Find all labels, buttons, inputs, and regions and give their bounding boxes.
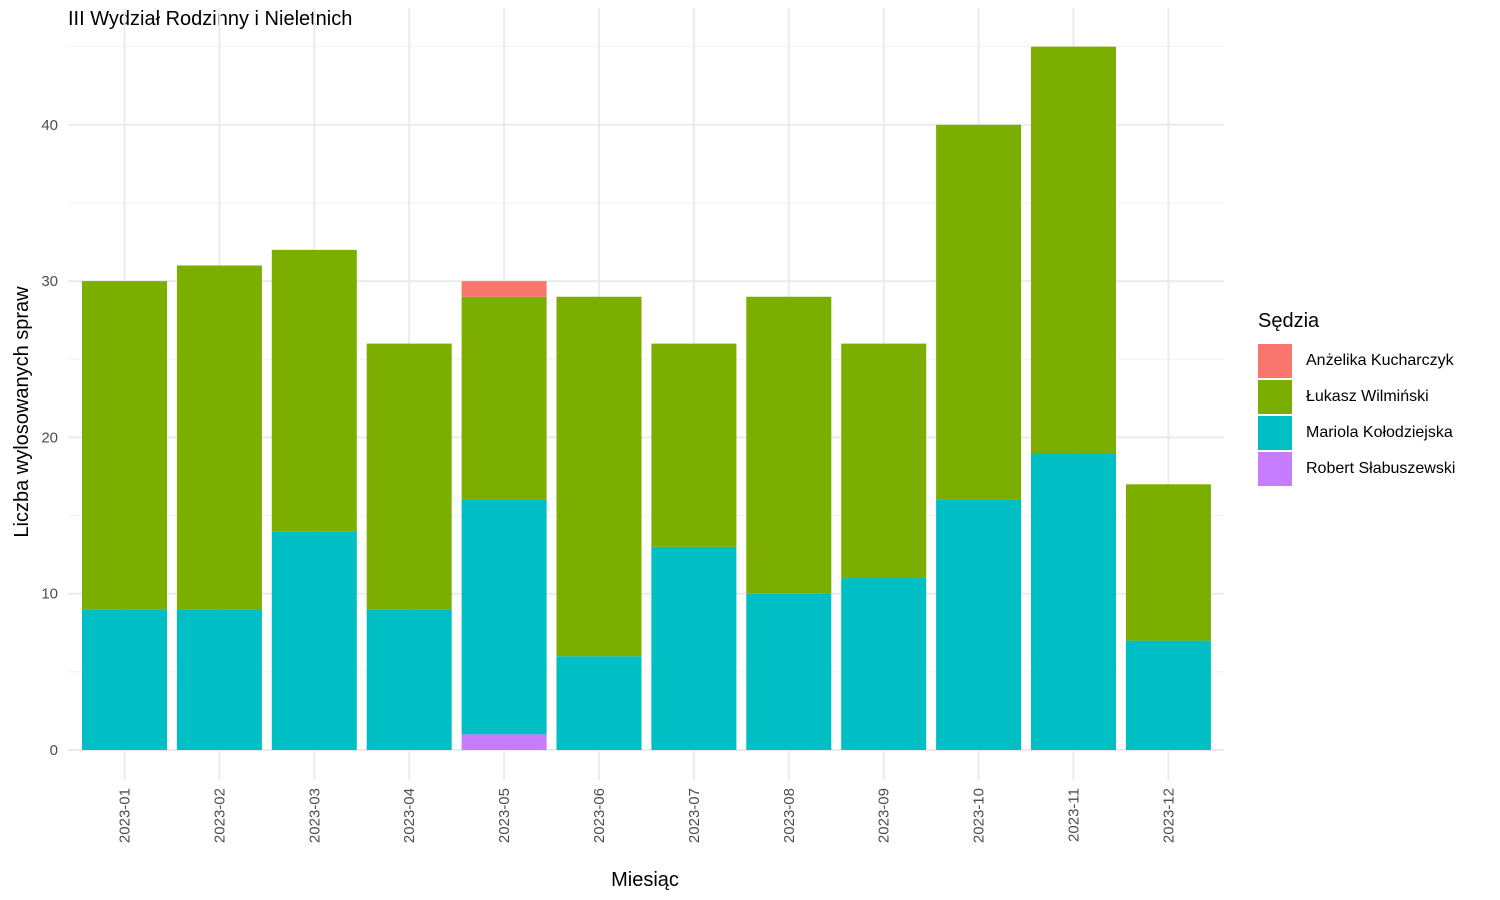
bar-segment bbox=[461, 281, 547, 297]
x-tick-label: 2023-12 bbox=[1160, 788, 1177, 843]
bar-segment bbox=[746, 296, 832, 594]
bar-segment bbox=[271, 249, 357, 532]
y-tick-label: 0 bbox=[50, 742, 58, 759]
bar-segment bbox=[746, 593, 832, 750]
legend-item: Anżelika Kucharczyk bbox=[1258, 343, 1455, 379]
y-tick-label: 30 bbox=[41, 273, 58, 290]
bars bbox=[82, 46, 1211, 750]
x-axis-ticks: 2023-01 2023-02 2023-03 2023-04 2023-05 2023-… bbox=[117, 788, 1178, 843]
bar-segment bbox=[556, 296, 642, 657]
bar-segment bbox=[651, 546, 737, 750]
y-tick-label: 20 bbox=[41, 429, 58, 446]
bar-segment bbox=[461, 296, 547, 500]
x-tick-label: 2023-03 bbox=[306, 788, 323, 843]
legend-label: Robert Słabuszewski bbox=[1306, 460, 1456, 477]
x-tick-label: 2023-01 bbox=[117, 788, 134, 843]
bar-segment bbox=[936, 499, 1022, 750]
chart-title: III Wydział Rodzinny i Nieletnich bbox=[68, 8, 353, 30]
x-tick-label: 2023-10 bbox=[971, 788, 988, 843]
bar-segment bbox=[271, 531, 357, 750]
bar-segment bbox=[176, 265, 262, 610]
bar-segment bbox=[841, 578, 927, 750]
x-tick-label: 2023-09 bbox=[876, 788, 893, 843]
legend-item: Mariola Kołodziejska bbox=[1258, 415, 1455, 451]
x-axis-label: Miesiąc bbox=[611, 869, 679, 891]
legend-title: Sędzia bbox=[1258, 310, 1320, 332]
legend-label: Łukasz Wilmiński bbox=[1306, 388, 1429, 405]
x-tick-label: 2023-07 bbox=[686, 788, 703, 843]
y-axis-ticks: 0 10 20 30 40 bbox=[41, 117, 58, 759]
y-tick-label: 10 bbox=[41, 586, 58, 603]
bar-segment bbox=[1125, 640, 1211, 750]
legend-items: Anżelika Kucharczyk Łukasz Wilmiński Mario… bbox=[1258, 343, 1455, 487]
bar-segment bbox=[461, 499, 547, 735]
bar-segment bbox=[82, 609, 167, 750]
x-tick-label: 2023-05 bbox=[496, 788, 513, 843]
bar-segment bbox=[841, 343, 927, 579]
y-tick-label: 40 bbox=[41, 117, 58, 134]
legend-item: Łukasz Wilmiński bbox=[1258, 379, 1455, 415]
bar-segment bbox=[82, 281, 167, 610]
bar-segment bbox=[651, 343, 737, 547]
bar-segment bbox=[936, 124, 1022, 500]
legend-swatch bbox=[1258, 380, 1292, 414]
bar-segment bbox=[556, 656, 642, 750]
legend-label: Mariola Kołodziejska bbox=[1306, 424, 1453, 441]
legend-label: Anżelika Kucharczyk bbox=[1306, 352, 1454, 369]
legend: Sędzia Anżelika Kucharczyk Łukasz Wilmińs… bbox=[1258, 310, 1455, 487]
bar-segment bbox=[461, 734, 547, 750]
bar-segment bbox=[1031, 46, 1116, 454]
y-axis-label: Liczba wylosowanych spraw bbox=[11, 286, 33, 538]
x-tick-label: 2023-08 bbox=[781, 788, 798, 843]
bar-segment bbox=[366, 609, 452, 750]
legend-swatch bbox=[1258, 416, 1292, 450]
bar-segment bbox=[1125, 484, 1211, 641]
legend-item: Robert Słabuszewski bbox=[1258, 451, 1455, 487]
x-tick-label: 2023-04 bbox=[401, 788, 418, 843]
bar-segment bbox=[1031, 453, 1116, 750]
legend-swatch bbox=[1258, 344, 1292, 378]
bar-segment bbox=[366, 343, 452, 610]
bar-segment bbox=[176, 609, 262, 750]
x-tick-label: 2023-06 bbox=[591, 788, 608, 843]
legend-swatch bbox=[1258, 452, 1292, 486]
x-tick-label: 2023-02 bbox=[211, 788, 228, 843]
x-tick-label: 2023-11 bbox=[1066, 788, 1083, 842]
